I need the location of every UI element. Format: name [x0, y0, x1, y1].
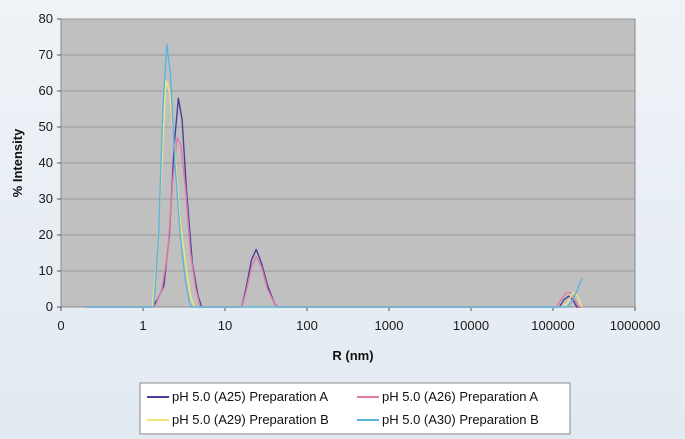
y-tick-label: 20 — [39, 227, 53, 242]
y-axis-ticks: 0 10 20 30 40 50 60 70 80 — [39, 11, 61, 314]
x-tick-label: 10 — [218, 318, 232, 333]
x-axis-ticks: 0 1 10 100 1000 10000 100000 1000000 — [57, 307, 660, 333]
y-tick-label: 30 — [39, 191, 53, 206]
legend-box — [139, 382, 571, 435]
x-tick-label: 100 — [296, 318, 318, 333]
x-tick-label: 0 — [57, 318, 64, 333]
x-tick-label: 1 — [139, 318, 146, 333]
legend-label-3: pH 5.0 (A29) Preparation B — [172, 412, 329, 427]
y-tick-label: 60 — [39, 83, 53, 98]
legend-label-2: pH 5.0 (A26) Preparation A — [382, 389, 538, 404]
y-tick-label: 80 — [39, 11, 53, 26]
series-line-4 — [85, 43, 583, 308]
x-tick-label: 1000 — [375, 318, 404, 333]
y-tick-label: 10 — [39, 263, 53, 278]
x-axis-label: R (nm) — [332, 348, 373, 363]
x-tick-label: 10000 — [453, 318, 489, 333]
legend-label-4: pH 5.0 (A30) Preparation B — [382, 412, 539, 427]
y-tick-label: 0 — [46, 299, 53, 314]
y-tick-label: 50 — [39, 119, 53, 134]
y-tick-label: 40 — [39, 155, 53, 170]
series-lines — [85, 43, 583, 308]
y-tick-label: 70 — [39, 47, 53, 62]
y-axis-label: % Intensity — [10, 128, 25, 197]
legend-label-1: pH 5.0 (A25) Preparation A — [172, 389, 328, 404]
x-tick-label: 100000 — [531, 318, 574, 333]
series-line-2 — [85, 137, 582, 308]
legend: pH 5.0 (A25) Preparation A pH 5.0 (A26) P… — [147, 389, 539, 427]
x-tick-label: 1000000 — [610, 318, 661, 333]
